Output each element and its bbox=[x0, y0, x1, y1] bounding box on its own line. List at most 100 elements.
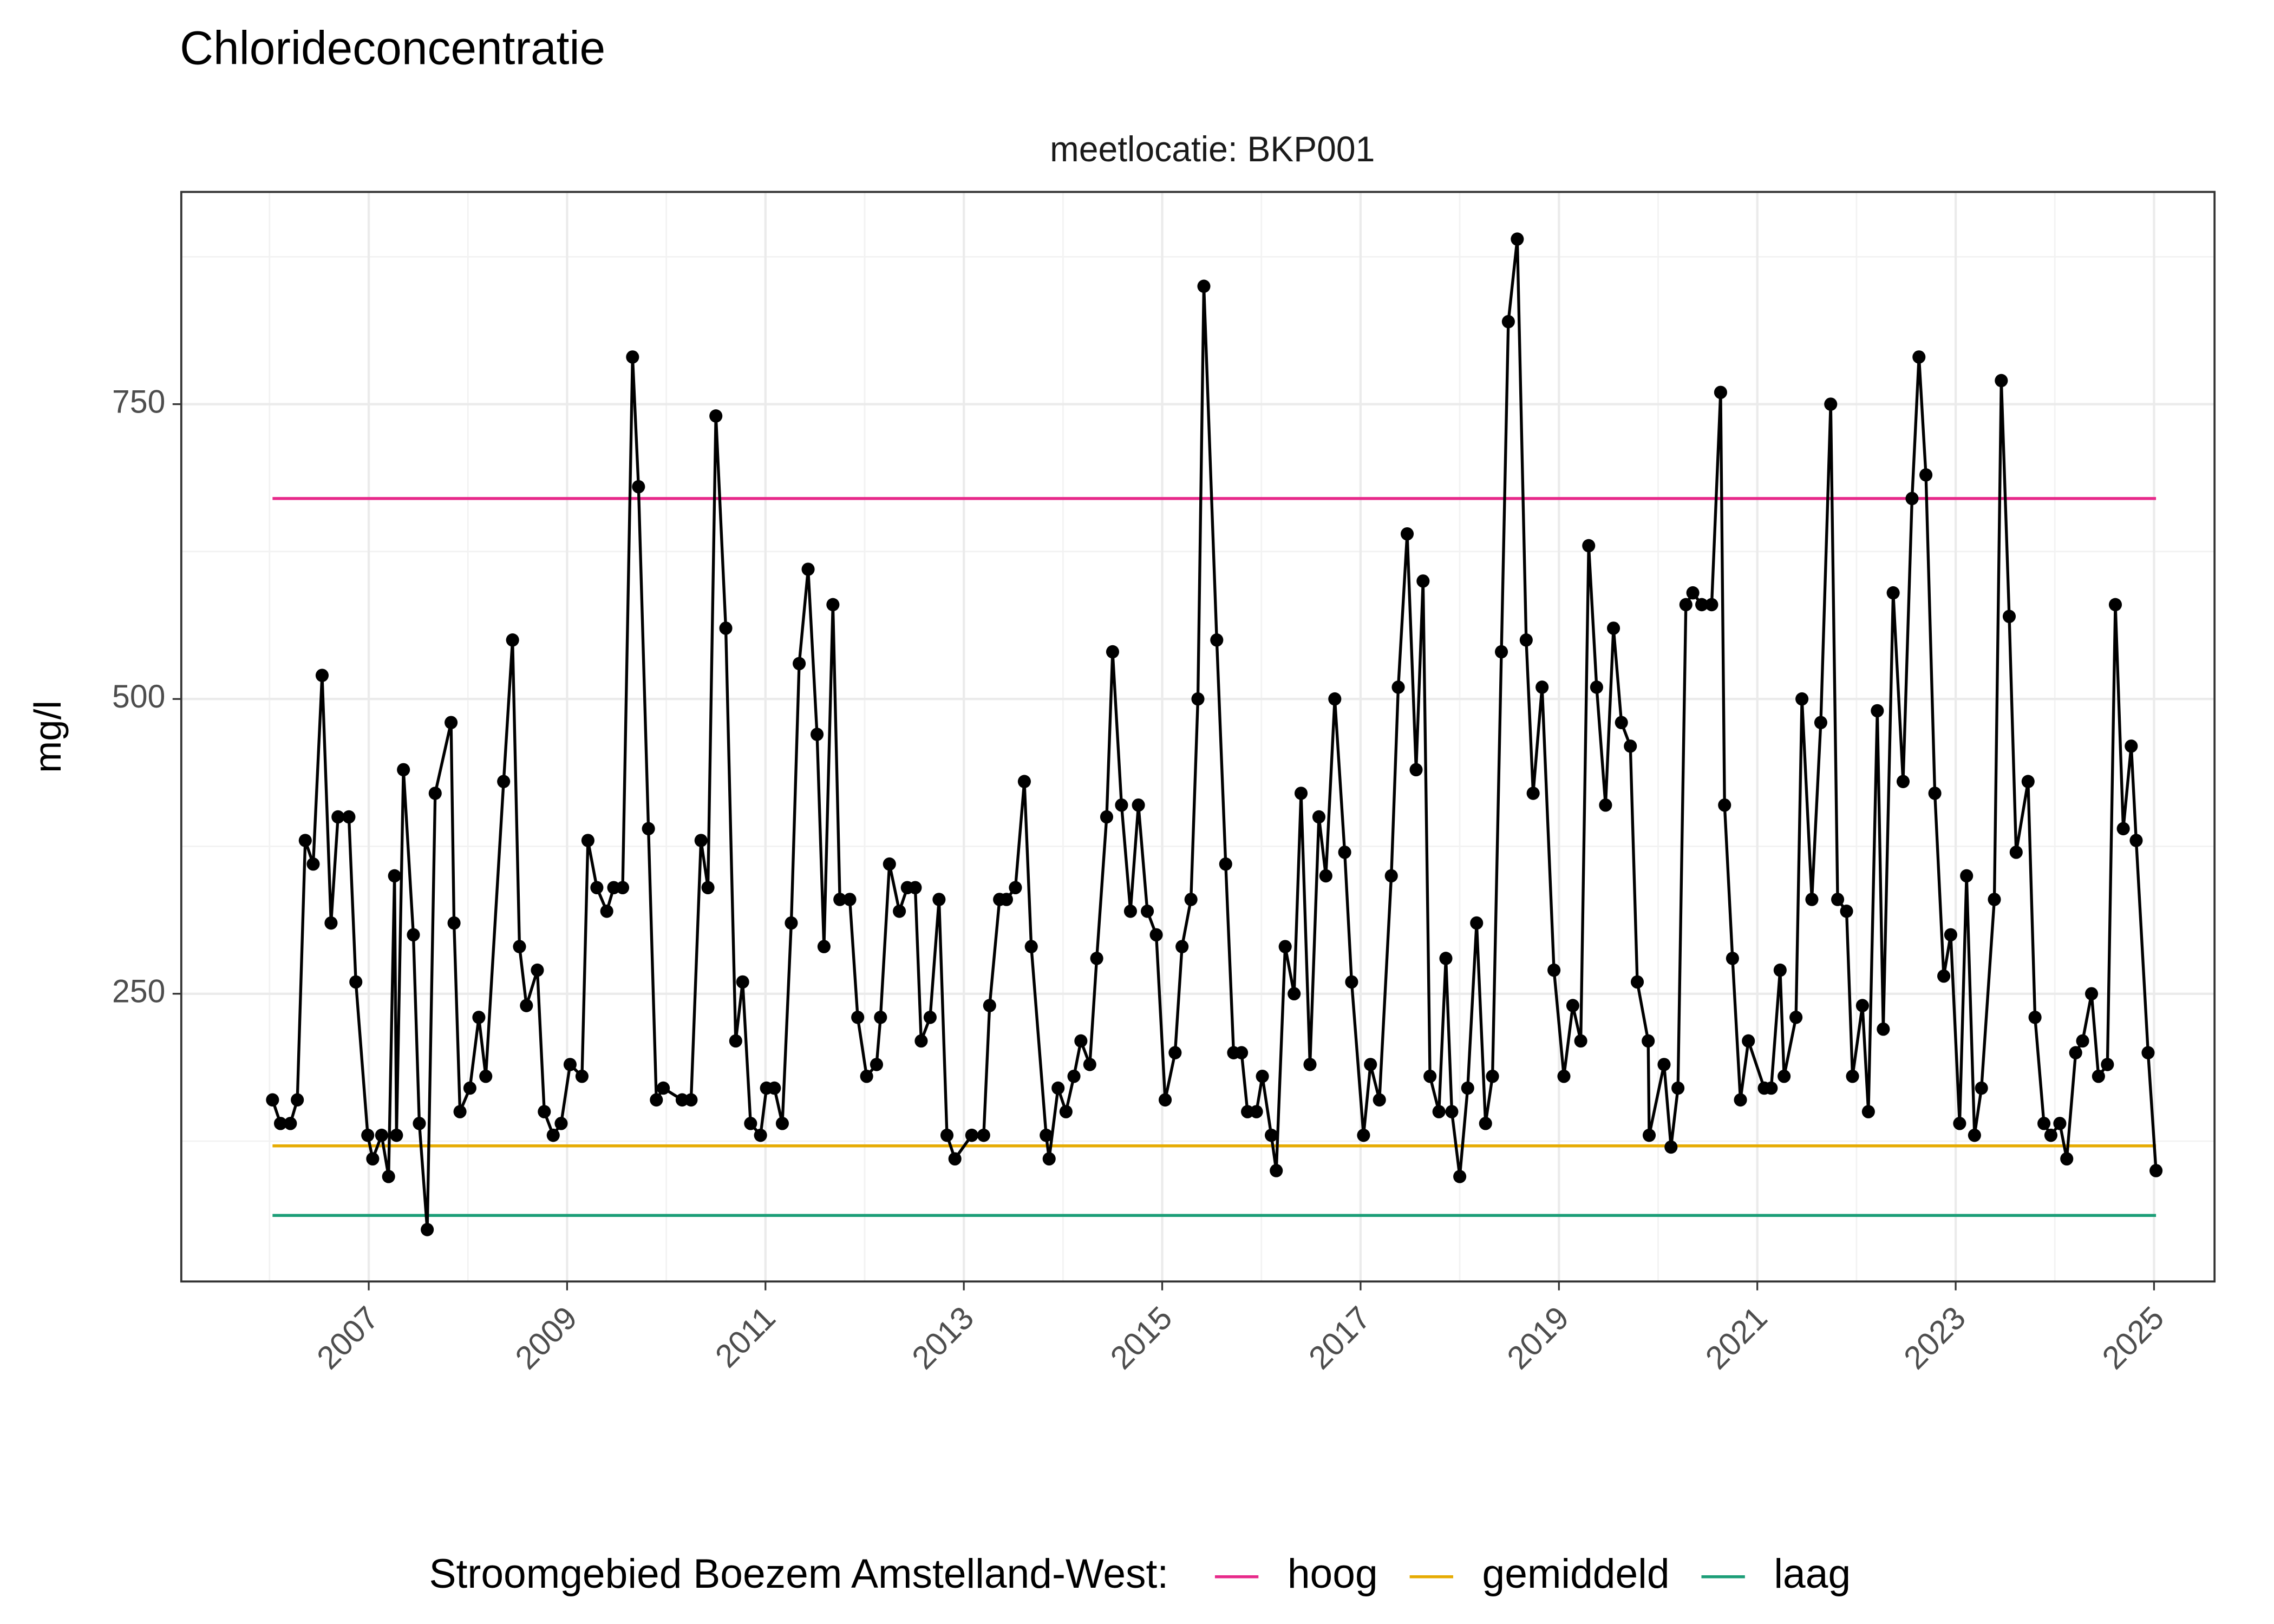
data-point bbox=[650, 1093, 663, 1107]
data-point bbox=[1042, 1152, 1056, 1166]
data-point bbox=[2141, 1046, 2155, 1059]
data-point bbox=[1256, 1069, 1269, 1083]
data-point bbox=[1526, 787, 1540, 800]
legend-label: hoog bbox=[1288, 1550, 1378, 1597]
data-point bbox=[1960, 869, 1974, 883]
data-point bbox=[826, 598, 840, 612]
data-point bbox=[1705, 598, 1718, 612]
data-point bbox=[1009, 881, 1022, 895]
data-point bbox=[2101, 1058, 2114, 1071]
y-axis-label: mg/l bbox=[27, 700, 69, 773]
data-point bbox=[2028, 1011, 2042, 1024]
data-point bbox=[1905, 492, 1919, 506]
data-point bbox=[729, 1034, 742, 1048]
data-point bbox=[1210, 633, 1224, 647]
data-point bbox=[472, 1011, 486, 1024]
data-point bbox=[390, 1128, 403, 1142]
data-point bbox=[421, 1223, 434, 1236]
data-point bbox=[1886, 586, 1900, 600]
data-point bbox=[284, 1117, 297, 1130]
data-point bbox=[2084, 987, 2099, 1001]
data-point bbox=[1624, 739, 1637, 753]
data-point bbox=[1795, 692, 1809, 706]
data-point bbox=[632, 480, 645, 494]
data-point bbox=[1453, 1170, 1467, 1183]
data-point bbox=[948, 1152, 962, 1166]
data-point bbox=[1877, 1022, 1890, 1036]
data-point bbox=[1219, 857, 1232, 871]
data-point bbox=[315, 669, 329, 682]
data-point bbox=[893, 905, 906, 918]
data-point bbox=[298, 834, 312, 847]
data-point bbox=[1158, 1093, 1172, 1107]
data-point bbox=[1773, 963, 1787, 977]
data-point bbox=[1184, 893, 1198, 906]
data-point bbox=[923, 1011, 937, 1024]
data-point bbox=[1278, 940, 1292, 953]
data-point bbox=[531, 963, 544, 977]
data-point bbox=[382, 1170, 395, 1183]
data-point bbox=[375, 1128, 388, 1142]
data-point bbox=[719, 621, 733, 635]
data-point bbox=[793, 657, 806, 671]
data-point bbox=[1671, 1081, 1685, 1095]
data-point bbox=[642, 822, 655, 836]
data-point bbox=[1024, 940, 1038, 953]
data-point bbox=[1519, 633, 1533, 647]
data-point bbox=[1288, 987, 1301, 1001]
data-point bbox=[1912, 350, 1926, 364]
chart-title: Chlorideconcentratie bbox=[180, 22, 605, 75]
data-point bbox=[1486, 1069, 1499, 1083]
data-point bbox=[1734, 1093, 1747, 1107]
data-point bbox=[1511, 232, 1524, 246]
data-point bbox=[1582, 539, 1596, 553]
data-point bbox=[447, 916, 461, 930]
data-point bbox=[1831, 893, 1845, 906]
data-point bbox=[1590, 680, 1603, 694]
data-point bbox=[701, 881, 715, 895]
data-point bbox=[2149, 1164, 2163, 1177]
data-point bbox=[331, 810, 345, 824]
data-point bbox=[1695, 598, 1709, 612]
legend-title: Stroomgebied Boezem Amstelland-West: bbox=[429, 1550, 1169, 1597]
data-point bbox=[1778, 1069, 1791, 1083]
data-point bbox=[1040, 1128, 1053, 1142]
data-point bbox=[349, 975, 363, 989]
data-point bbox=[736, 975, 749, 989]
data-point bbox=[1805, 893, 1819, 906]
data-point bbox=[626, 350, 639, 364]
data-point bbox=[1846, 1069, 1859, 1083]
data-point bbox=[616, 881, 630, 895]
data-point bbox=[342, 810, 356, 824]
data-point bbox=[1235, 1046, 1249, 1059]
data-point bbox=[1357, 1128, 1370, 1142]
data-point bbox=[1409, 763, 1423, 777]
data-point bbox=[463, 1081, 476, 1095]
data-point bbox=[768, 1081, 781, 1095]
data-point bbox=[2069, 1046, 2082, 1059]
data-point bbox=[2009, 846, 2023, 859]
data-point bbox=[2044, 1128, 2057, 1142]
data-point bbox=[843, 893, 857, 906]
data-point bbox=[361, 1128, 375, 1142]
data-point bbox=[1051, 1081, 1065, 1095]
data-point bbox=[413, 1117, 426, 1130]
data-point bbox=[1547, 963, 1561, 977]
data-point bbox=[940, 1128, 954, 1142]
data-point bbox=[546, 1128, 560, 1142]
data-point bbox=[851, 1011, 865, 1024]
data-point bbox=[1175, 940, 1189, 953]
data-point bbox=[1742, 1034, 1755, 1048]
data-point bbox=[497, 775, 511, 788]
data-point bbox=[520, 999, 533, 1012]
data-point bbox=[1439, 952, 1453, 965]
data-point bbox=[397, 763, 410, 777]
data-point bbox=[1132, 798, 1145, 812]
data-point bbox=[754, 1128, 767, 1142]
data-point bbox=[1937, 969, 1951, 983]
data-point bbox=[1657, 1058, 1671, 1071]
data-point bbox=[324, 916, 338, 930]
y-tick-label: 500 bbox=[112, 678, 165, 715]
